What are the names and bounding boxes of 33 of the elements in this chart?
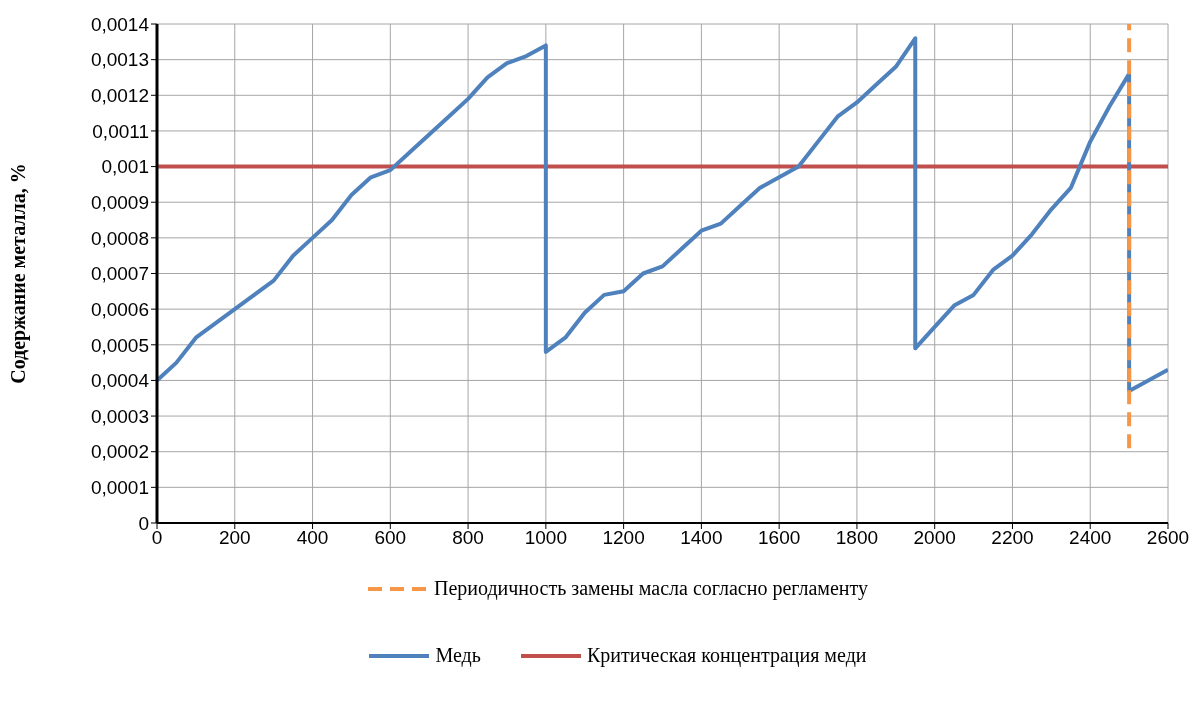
y-tick-label: 0 <box>138 512 149 534</box>
legend-label: Критическая концентрация меди <box>586 644 867 667</box>
y-tick-label: 0,0003 <box>90 405 149 427</box>
x-tick-label: 1200 <box>602 527 645 549</box>
line-series <box>157 36 1168 394</box>
x-tick-label: 2200 <box>991 527 1034 549</box>
x-tick-label: 2600 <box>1146 527 1190 549</box>
y-tick-label: 0,0005 <box>90 334 149 356</box>
y-tick-label: 0,0002 <box>90 441 149 463</box>
y-tick-label: 0,0009 <box>90 191 149 213</box>
x-tick-label: 1600 <box>758 527 801 549</box>
y-tick-label: 0,0011 <box>92 120 149 142</box>
y-tick-label: 0,0008 <box>90 227 149 249</box>
x-tick-label: 1400 <box>680 527 723 549</box>
y-tick-label: 0,0001 <box>90 477 149 499</box>
x-tick-label: 400 <box>296 527 329 549</box>
x-tick-label: 2000 <box>913 527 956 549</box>
x-tick-label: 1800 <box>835 527 879 549</box>
x-tick-label: 800 <box>452 527 484 549</box>
y-tick-label: 0,0004 <box>90 370 150 392</box>
y-tick-label: 0,0014 <box>90 13 150 35</box>
x-tick-label: 2400 <box>1069 527 1112 549</box>
legend-label: Периодичность замены масла согласно регламенту <box>433 577 869 600</box>
y-tick-label: 0,0012 <box>90 85 149 107</box>
legend-label: Медь <box>435 644 481 667</box>
y-tick-label: 0,0013 <box>90 49 149 71</box>
y-tick-label: 0,001 <box>101 156 149 178</box>
x-tick-label: 600 <box>374 527 407 549</box>
x-tick-label: 200 <box>218 527 251 549</box>
y-axis-title: Содержание металла, % <box>7 163 31 384</box>
y-tick-label: 0,0007 <box>90 263 149 285</box>
y-tick-label: 0,0006 <box>90 298 149 320</box>
x-tick-label: 1000 <box>524 527 567 549</box>
